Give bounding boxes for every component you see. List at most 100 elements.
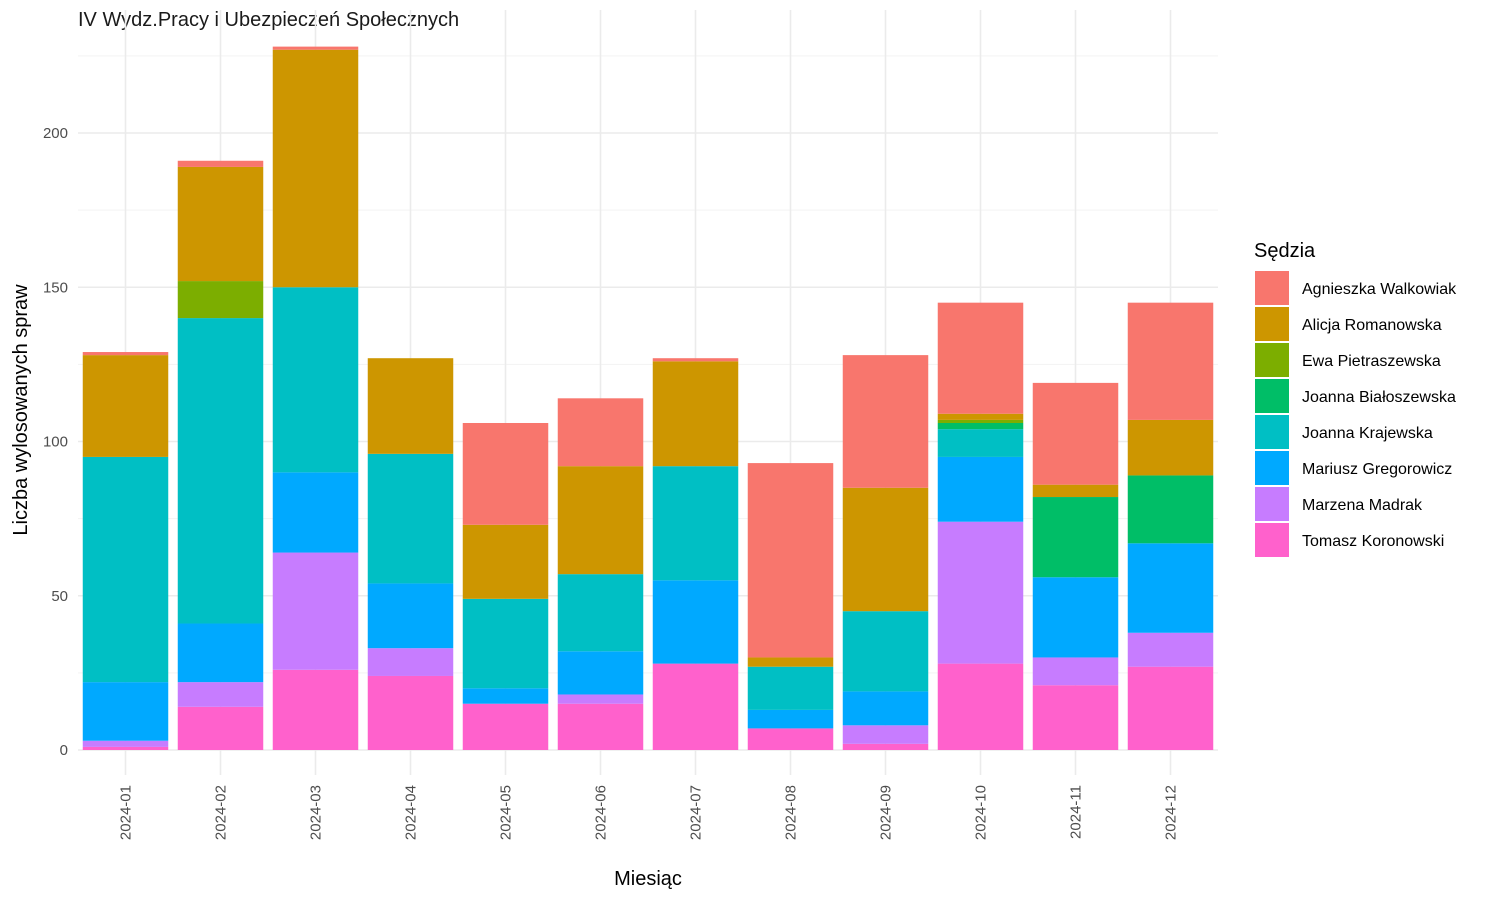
legend-label: Ewa Pietraszewska [1302,353,1441,370]
bar-segment [747,463,834,658]
bar-segment [177,318,264,624]
y-tick-label: 0 [60,742,68,759]
x-tick-label: 2024-11 [1068,785,1085,839]
bar-segment [272,46,359,50]
bar-segment [272,287,359,473]
x-tick-label: 2024-05 [498,785,515,840]
x-tick-label: 2024-04 [403,785,420,840]
bar-segment [747,709,834,729]
x-tick-label: 2024-12 [1163,785,1180,840]
bar-segment [1127,475,1214,544]
legend-label: Agnieszka Walkowiak [1302,281,1457,298]
legend-key [1255,523,1289,557]
bar-segment [177,166,264,282]
bar-segment [272,552,359,670]
bar-segment [1127,543,1214,633]
bar-segment [747,666,834,710]
bar-segment [1127,666,1214,750]
bar-segment [177,281,264,319]
bar-segment [557,574,644,652]
bar-segment [367,358,454,454]
bar-segment [367,648,454,676]
bar-segment [652,580,739,664]
bar-segment [1032,497,1119,578]
bar-segment [557,398,644,467]
y-axis-ticks: 0 50 100 150 200 [43,125,68,759]
bar-segment [462,598,549,689]
legend-label: Mariusz Gregorowicz [1302,461,1452,478]
bar-segment [842,355,929,488]
legend-key [1255,415,1289,449]
bar-segment [937,429,1024,457]
bar-segment [937,521,1024,664]
bar-segment [272,669,359,750]
bar-segment [842,691,929,726]
legend-key [1255,487,1289,521]
bar-segment [937,422,1024,430]
bar-segment [652,358,739,362]
x-axis-ticks: 2024-01 2024-02 2024-03 2024-04 2024-05 2024-… [118,785,1180,840]
bar-segment [652,663,739,750]
bar-segment [462,688,549,704]
bar-segment [82,456,169,683]
x-tick-label: 2024-10 [973,785,990,840]
x-tick-label: 2024-01 [118,785,135,840]
legend-title: Sędzia [1254,240,1316,262]
x-tick-label: 2024-09 [878,785,895,840]
bar-segment [82,682,169,741]
bar-segment [82,740,169,747]
bar-segment [937,663,1024,750]
bar-segment [82,746,169,750]
bar-segment [652,466,739,581]
bar-segment [557,466,644,575]
bar-segment [937,413,1024,420]
legend-key [1255,271,1289,305]
bar-segment [177,706,264,750]
bar-segment [272,49,359,288]
bar-segment [82,352,169,356]
y-axis-title: Liczba wylosowanych spraw [10,284,32,536]
bar-segment [177,623,264,683]
bar-segment [272,472,359,553]
bar-segment [1127,419,1214,476]
legend-key [1255,451,1289,485]
bar-segment [1032,577,1119,658]
bar-segment [557,694,644,704]
x-tick-label: 2024-08 [783,785,800,840]
bar-segment [177,682,264,707]
legend-label: Joanna Krajewska [1302,425,1433,442]
bar-segment [367,453,454,584]
bar-segment [842,611,929,692]
chart-title: IV Wydz.Pracy i Ubezpieczeń Społecznych [78,9,459,31]
legend-label: Joanna Białoszewska [1302,389,1456,406]
legend-label: Marzena Madrak [1302,497,1423,514]
bar-segment [1127,302,1214,420]
legend-key [1255,307,1289,341]
bar-segment [462,422,549,525]
bar-segment [557,651,644,695]
bar-segment [652,361,739,467]
bar-segment [747,728,834,750]
y-tick-label: 200 [43,125,68,142]
x-tick-label: 2024-03 [308,785,325,840]
bar-segment [937,419,1024,423]
bars [82,46,1214,750]
y-tick-label: 150 [43,279,68,296]
bar-segment [937,456,1024,522]
bar-segment [557,703,644,750]
bar-segment [1032,484,1119,498]
legend-label: Tomasz Koronowski [1302,533,1444,550]
bar-segment [1032,657,1119,686]
legend-label: Alicja Romanowska [1302,317,1442,334]
y-tick-label: 100 [43,434,68,451]
bar-segment [82,355,169,457]
bar-segment [842,743,929,750]
bar-segment [937,302,1024,414]
x-tick-label: 2024-02 [213,785,230,840]
x-axis-title: Miesiąc [614,868,682,890]
bar-segment [1032,382,1119,485]
bar-segment [462,524,549,599]
bar-segment [367,675,454,750]
bar-segment [747,657,834,667]
